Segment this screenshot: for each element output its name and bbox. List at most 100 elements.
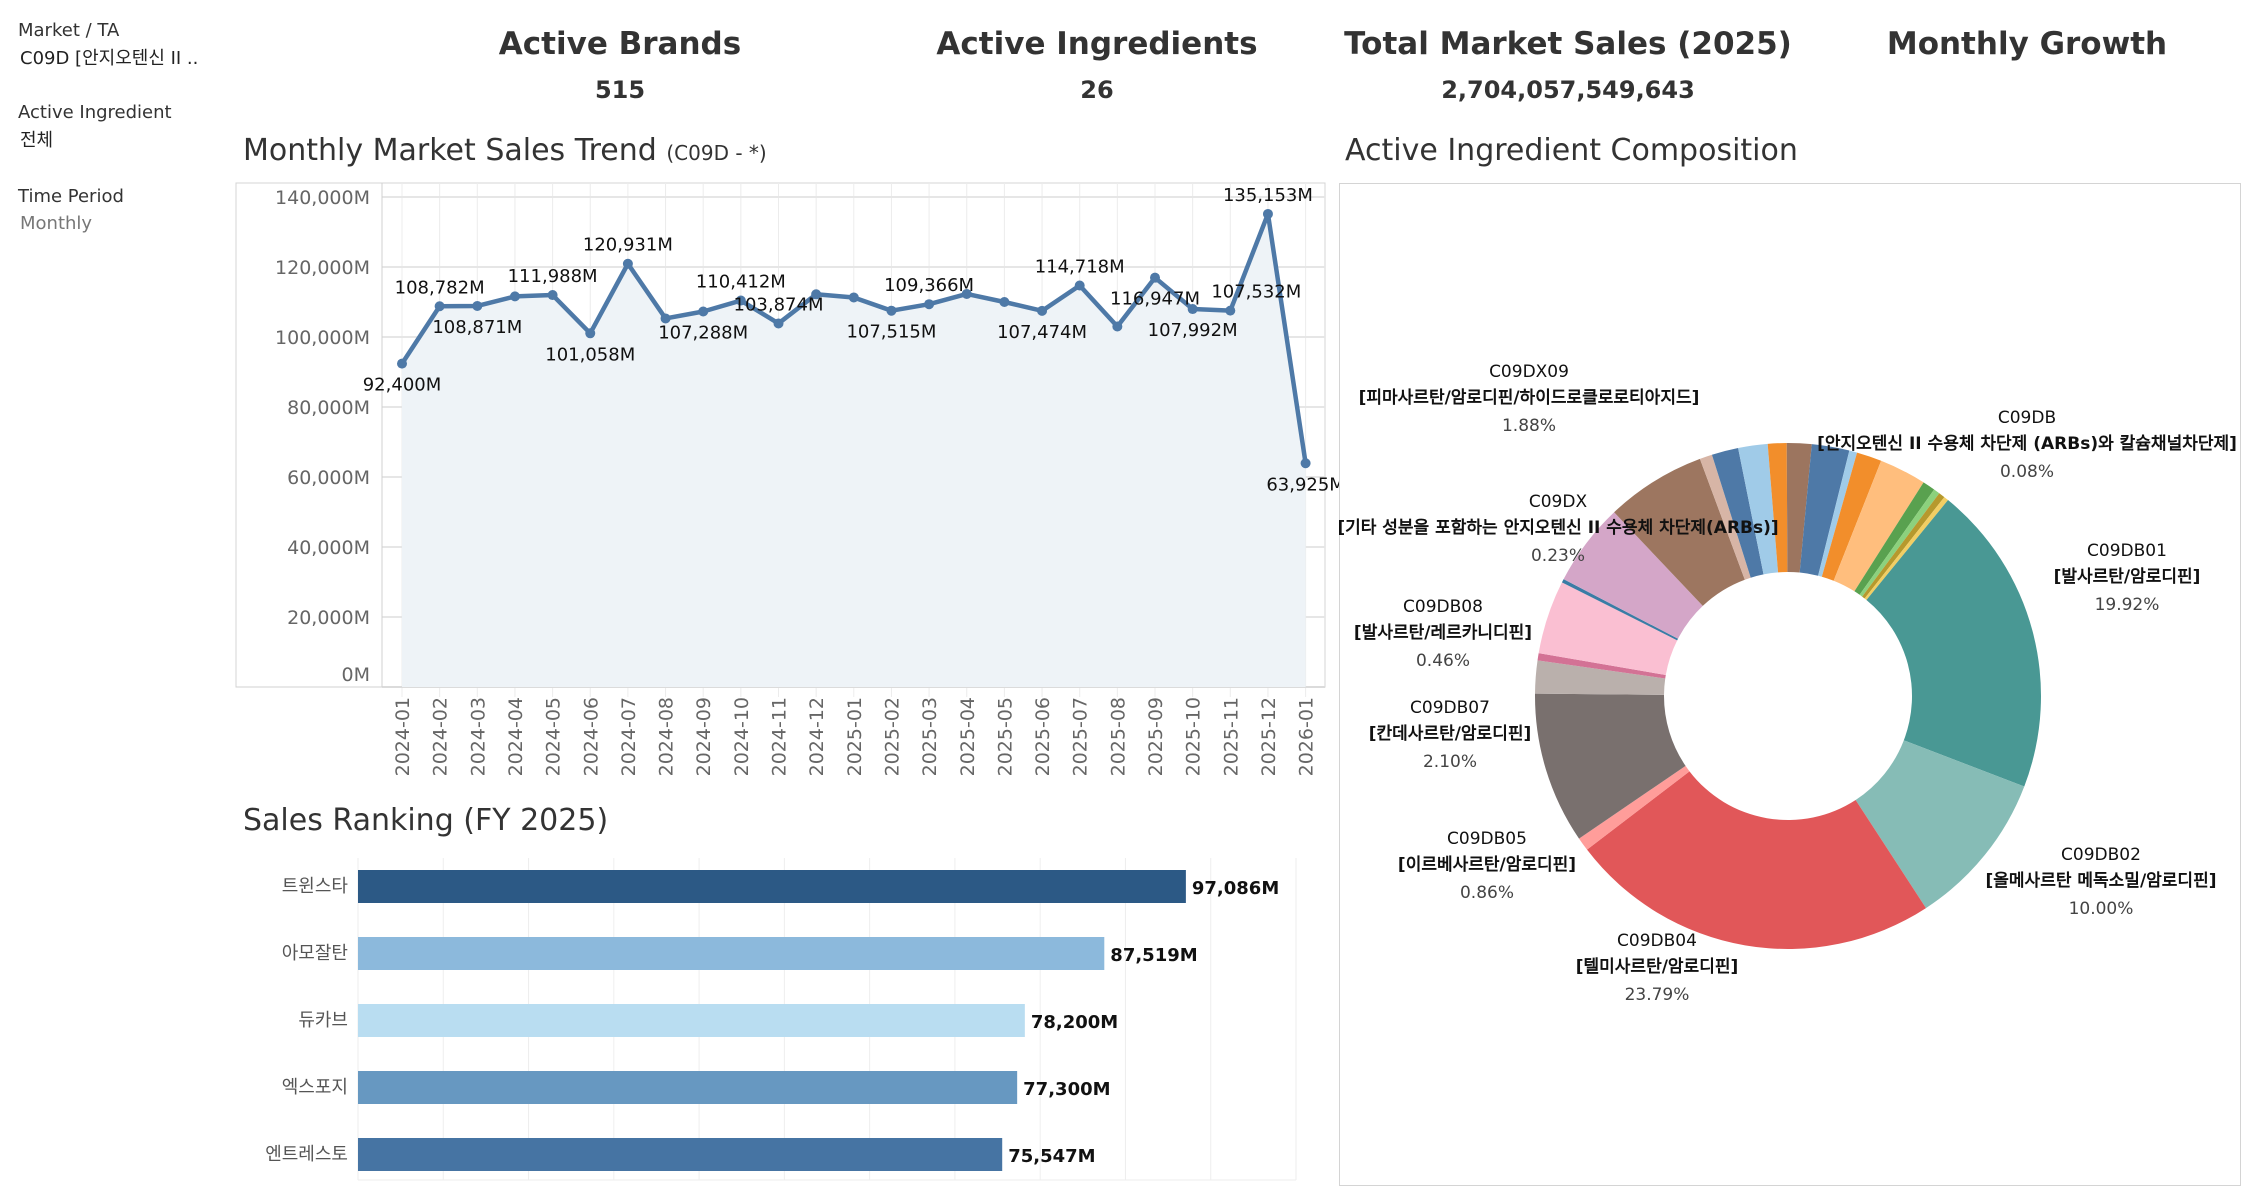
slice-code: C09DB01 (2087, 541, 2167, 561)
data-label: 103,874M (734, 294, 824, 315)
bar-category-label: 엔트레스토 (265, 1144, 348, 1165)
data-label: 107,992M (1148, 320, 1238, 341)
donut-slice (1711, 447, 1764, 578)
data-point (886, 305, 897, 316)
bar-value-label: 87,519M (1110, 945, 1197, 966)
bar (358, 870, 1186, 903)
data-label: 107,474M (997, 322, 1087, 343)
x-tick-label: 2024-01 (392, 697, 414, 776)
x-tick-label: 2024-05 (543, 697, 565, 776)
kpi-active-ingredients: Active Ingredients 26 (867, 26, 1327, 106)
data-point (1300, 458, 1311, 469)
slice-name: [이르베사르탄/암로디핀] (1398, 855, 1576, 875)
donut-slice (1535, 660, 1666, 695)
data-label: 116,947M (1110, 289, 1200, 310)
slice-percent: 0.08% (2000, 462, 2054, 482)
filter-value[interactable]: Monthly (20, 213, 93, 234)
x-tick-label: 2025-12 (1258, 697, 1280, 776)
donut-slice (1859, 489, 1940, 597)
data-label: 92,400M (363, 375, 442, 396)
donut-label-c09db: C09DB [안지오텐신 II 수용체 차단제 (ARBs)와 칼슘채널차단제] 0… (1817, 408, 2237, 482)
bar-category-label: 아모잘탄 (282, 943, 348, 964)
donut-slice (1535, 693, 1686, 839)
donut-slice (1864, 497, 1949, 600)
slice-percent: 1.88% (1502, 416, 1556, 436)
y-tick-label: 20,000M (287, 607, 370, 629)
data-label: 120,931M (583, 235, 673, 256)
kpi-value: 515 (594, 76, 646, 104)
data-point (773, 318, 784, 329)
data-point (660, 313, 671, 324)
data-point (1037, 305, 1048, 316)
y-tick-label: 60,000M (287, 467, 370, 489)
composition-title: Active Ingredient Composition (1345, 133, 1798, 168)
donut-slice (1538, 582, 1678, 675)
x-tick-label: 2025-10 (1183, 697, 1205, 776)
data-point (811, 289, 822, 300)
data-label: 107,288M (658, 322, 748, 343)
y-tick-label: 0M (342, 664, 370, 686)
filter-label: Market / TA (18, 20, 120, 41)
kpi-active-brands: Active Brands 515 (390, 26, 850, 106)
donut-slice (1788, 443, 1812, 573)
x-tick-label: 2024-09 (693, 697, 715, 776)
x-tick-label: 2024-06 (580, 697, 602, 776)
bar-value-label: 77,300M (1023, 1079, 1110, 1100)
y-tick-label: 100,000M (275, 327, 370, 349)
data-label: 110,412M (696, 272, 786, 293)
data-label: 111,988M (508, 266, 598, 287)
bar-value-label: 97,086M (1192, 878, 1279, 899)
donut-slice (1537, 653, 1666, 679)
donut-slice (1587, 771, 1926, 949)
composition-donut-chart: C09DB01 [발사르탄/암로디핀] 19.92% C09DB02 [올메사르탄 메독… (1339, 362, 2237, 1005)
bar-category-label: 트윈스타 (282, 876, 349, 897)
kpi-title: Active Brands (498, 26, 742, 62)
donut-slice (1799, 444, 1850, 576)
trend-subtitle: (C09D - *) (666, 141, 767, 165)
slice-percent: 19.92% (2095, 595, 2160, 615)
data-point (1225, 305, 1236, 316)
data-point (434, 301, 445, 312)
slice-percent: 0.23% (1531, 546, 1585, 566)
slice-code: C09DX09 (1489, 362, 1569, 382)
data-label: 101,058M (545, 344, 635, 365)
x-tick-label: 2026-01 (1296, 697, 1318, 776)
filter-label: Active Ingredient (18, 102, 172, 123)
bar-category-label: 듀카브 (298, 1010, 348, 1031)
data-label: 114,718M (1035, 256, 1125, 277)
filter-value[interactable]: C09D [안지오텐신 II .. (20, 48, 199, 69)
ranking-title: Sales Ranking (FY 2025) (243, 803, 609, 838)
x-tick-label: 2025-09 (1145, 697, 1167, 776)
data-point (961, 288, 972, 299)
slice-name: [텔미사르탄/암로디핀] (1576, 957, 1739, 977)
donut-label-c09db01: C09DB01 [발사르탄/암로디핀] 19.92% (2054, 541, 2201, 615)
data-point (1150, 272, 1160, 283)
data-label: 135,153M (1223, 185, 1313, 206)
bar (358, 1004, 1025, 1037)
x-tick-label: 2025-06 (1032, 697, 1054, 776)
bar (358, 937, 1105, 970)
bar-category-label: 엑스포지 (282, 1077, 348, 1098)
donut-slice (1738, 443, 1779, 575)
filter-value[interactable]: 전체 (20, 130, 54, 151)
data-point (509, 291, 520, 302)
slice-name: [기타 성분을 포함하는 안지오텐신 II 수용체 차단제(ARBs)] (1339, 517, 1779, 538)
data-label: 108,782M (395, 277, 485, 298)
donut-label-c09db02: C09DB02 [올메사르탄 메독소밀/암로디핀] 10.00% (1986, 845, 2217, 919)
x-tick-label: 2024-11 (769, 697, 791, 776)
donut-label-c09dx09: C09DX09 [피마사르탄/암로디핀/하이드로클로로티아지드] 1.88% (1359, 362, 1700, 436)
x-tick-label: 2025-03 (919, 697, 941, 776)
kpi-title: Total Market Sales (2025) (1344, 26, 1792, 62)
y-tick-label: 120,000M (275, 257, 370, 279)
area-fill (402, 213, 1306, 688)
slice-code: C09DB02 (2061, 845, 2141, 865)
donut-slice (1866, 500, 2041, 787)
kpi-total-market-sales: Total Market Sales (2025) 2,704,057,549,… (1338, 26, 1798, 106)
data-label: 63,925M (1266, 474, 1340, 495)
donut-slice (1833, 460, 1924, 592)
donut-label-c09db08: C09DB08 [발사르탄/레르카니디핀] 0.46% (1354, 597, 1532, 671)
kpi-title: Monthly Growth (1886, 26, 2168, 62)
data-point (848, 292, 859, 303)
donut-label-c09db05: C09DB05 [이르베사르탄/암로디핀] 0.86% (1398, 829, 1576, 903)
x-tick-label: 2025-08 (1107, 697, 1129, 776)
